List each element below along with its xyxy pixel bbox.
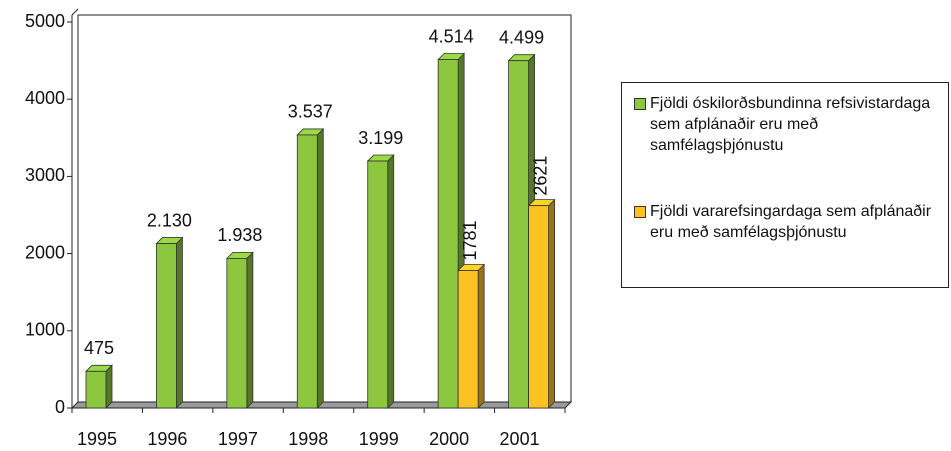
bar-side <box>548 198 555 409</box>
y-tick-label: 1000 <box>25 320 65 340</box>
bar-side <box>316 127 324 409</box>
plot-frame <box>77 14 572 402</box>
data-label: 3.537 <box>288 102 333 122</box>
data-label: 2.130 <box>147 210 192 230</box>
x-tick-label: 1995 <box>77 429 117 449</box>
y-tick-label: 3000 <box>25 165 65 185</box>
data-label: 4.514 <box>429 26 474 46</box>
bar <box>367 160 389 409</box>
y-tick-label: 2000 <box>25 242 65 262</box>
legend: Fjöldi óskilorðsbundinna refsivistardaga… <box>621 82 949 288</box>
data-label: 3.199 <box>358 128 403 148</box>
bar <box>528 205 549 409</box>
x-tick-label: 2001 <box>500 429 540 449</box>
x-tick-label: 1997 <box>218 429 258 449</box>
legend-swatch <box>634 98 646 110</box>
x-tick-label: 1998 <box>288 429 328 449</box>
legend-label: Fjöldi óskilorðsbundinna refsivistardaga… <box>650 95 931 154</box>
bar-side <box>246 251 254 409</box>
y-tick-label: 5000 <box>25 11 65 31</box>
bar <box>226 257 248 409</box>
bar <box>296 134 318 409</box>
y-tick-label: 4000 <box>25 88 65 108</box>
data-label: 1781 <box>460 220 480 260</box>
legend-swatch <box>634 206 646 218</box>
bar-side <box>105 364 113 409</box>
bar <box>508 60 529 409</box>
bar-side <box>176 236 183 409</box>
y-axis-depth <box>71 8 79 16</box>
x-tick-label: 1999 <box>359 429 399 449</box>
data-label: 4.499 <box>499 27 544 47</box>
x-tick-label: 2000 <box>429 429 469 449</box>
bar-side <box>477 263 485 409</box>
x-tick-label: 1996 <box>147 429 187 449</box>
bar <box>156 243 177 409</box>
bar <box>457 270 479 409</box>
legend-entry: Fjöldi óskilorðsbundinna refsivistardaga… <box>634 93 942 156</box>
bar <box>437 59 459 409</box>
bar-side <box>387 154 395 409</box>
legend-entry: Fjöldi vararefsingardaga sem afplánaðir … <box>634 201 942 243</box>
y-tick-label: 0 <box>55 397 65 417</box>
data-label: 1.938 <box>217 225 262 245</box>
data-label: 475 <box>84 338 114 358</box>
data-label: 2621 <box>530 156 550 196</box>
bar <box>85 370 107 409</box>
legend-label: Fjöldi vararefsingardaga sem afplánaðir … <box>650 203 932 241</box>
